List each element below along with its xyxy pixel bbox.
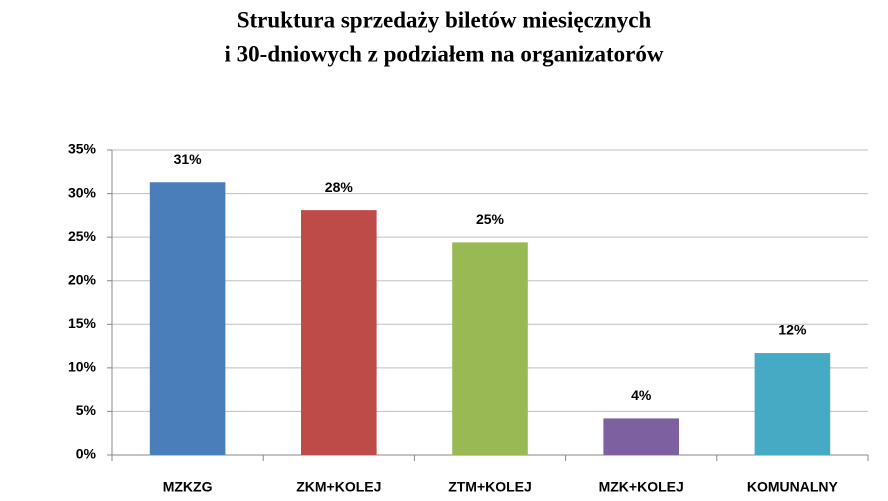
y-tick-label: 25% xyxy=(68,228,97,244)
data-label: 4% xyxy=(631,387,652,403)
y-tick-label: 20% xyxy=(68,271,97,287)
bar xyxy=(149,182,226,455)
data-label: 12% xyxy=(778,322,807,338)
x-tick-label: KOMUNALNY xyxy=(747,479,839,495)
data-label: 28% xyxy=(325,179,354,195)
bar xyxy=(754,353,831,455)
y-tick-label: 35% xyxy=(68,141,97,157)
bar xyxy=(452,242,528,455)
x-tick-label: ZTM+KOLEJ xyxy=(448,479,532,495)
y-tick-label: 5% xyxy=(76,402,97,418)
data-label: 25% xyxy=(476,211,505,227)
x-tick-label: ZKM+KOLEJ xyxy=(296,479,381,495)
y-tick-label: 15% xyxy=(68,315,97,331)
bar xyxy=(301,210,377,455)
y-tick-label: 30% xyxy=(68,184,97,200)
data-label: 31% xyxy=(174,151,203,167)
bar xyxy=(603,418,679,455)
x-tick-label: MZK+KOLEJ xyxy=(599,479,684,495)
x-tick-label: MZKZG xyxy=(163,479,213,495)
y-tick-label: 0% xyxy=(76,446,97,462)
chart-title: i 30-dniowych z podziałem na organizator… xyxy=(225,41,664,66)
chart-title: Struktura sprzedaży biletów miesięcznych xyxy=(237,7,652,32)
y-tick-label: 10% xyxy=(68,359,97,375)
